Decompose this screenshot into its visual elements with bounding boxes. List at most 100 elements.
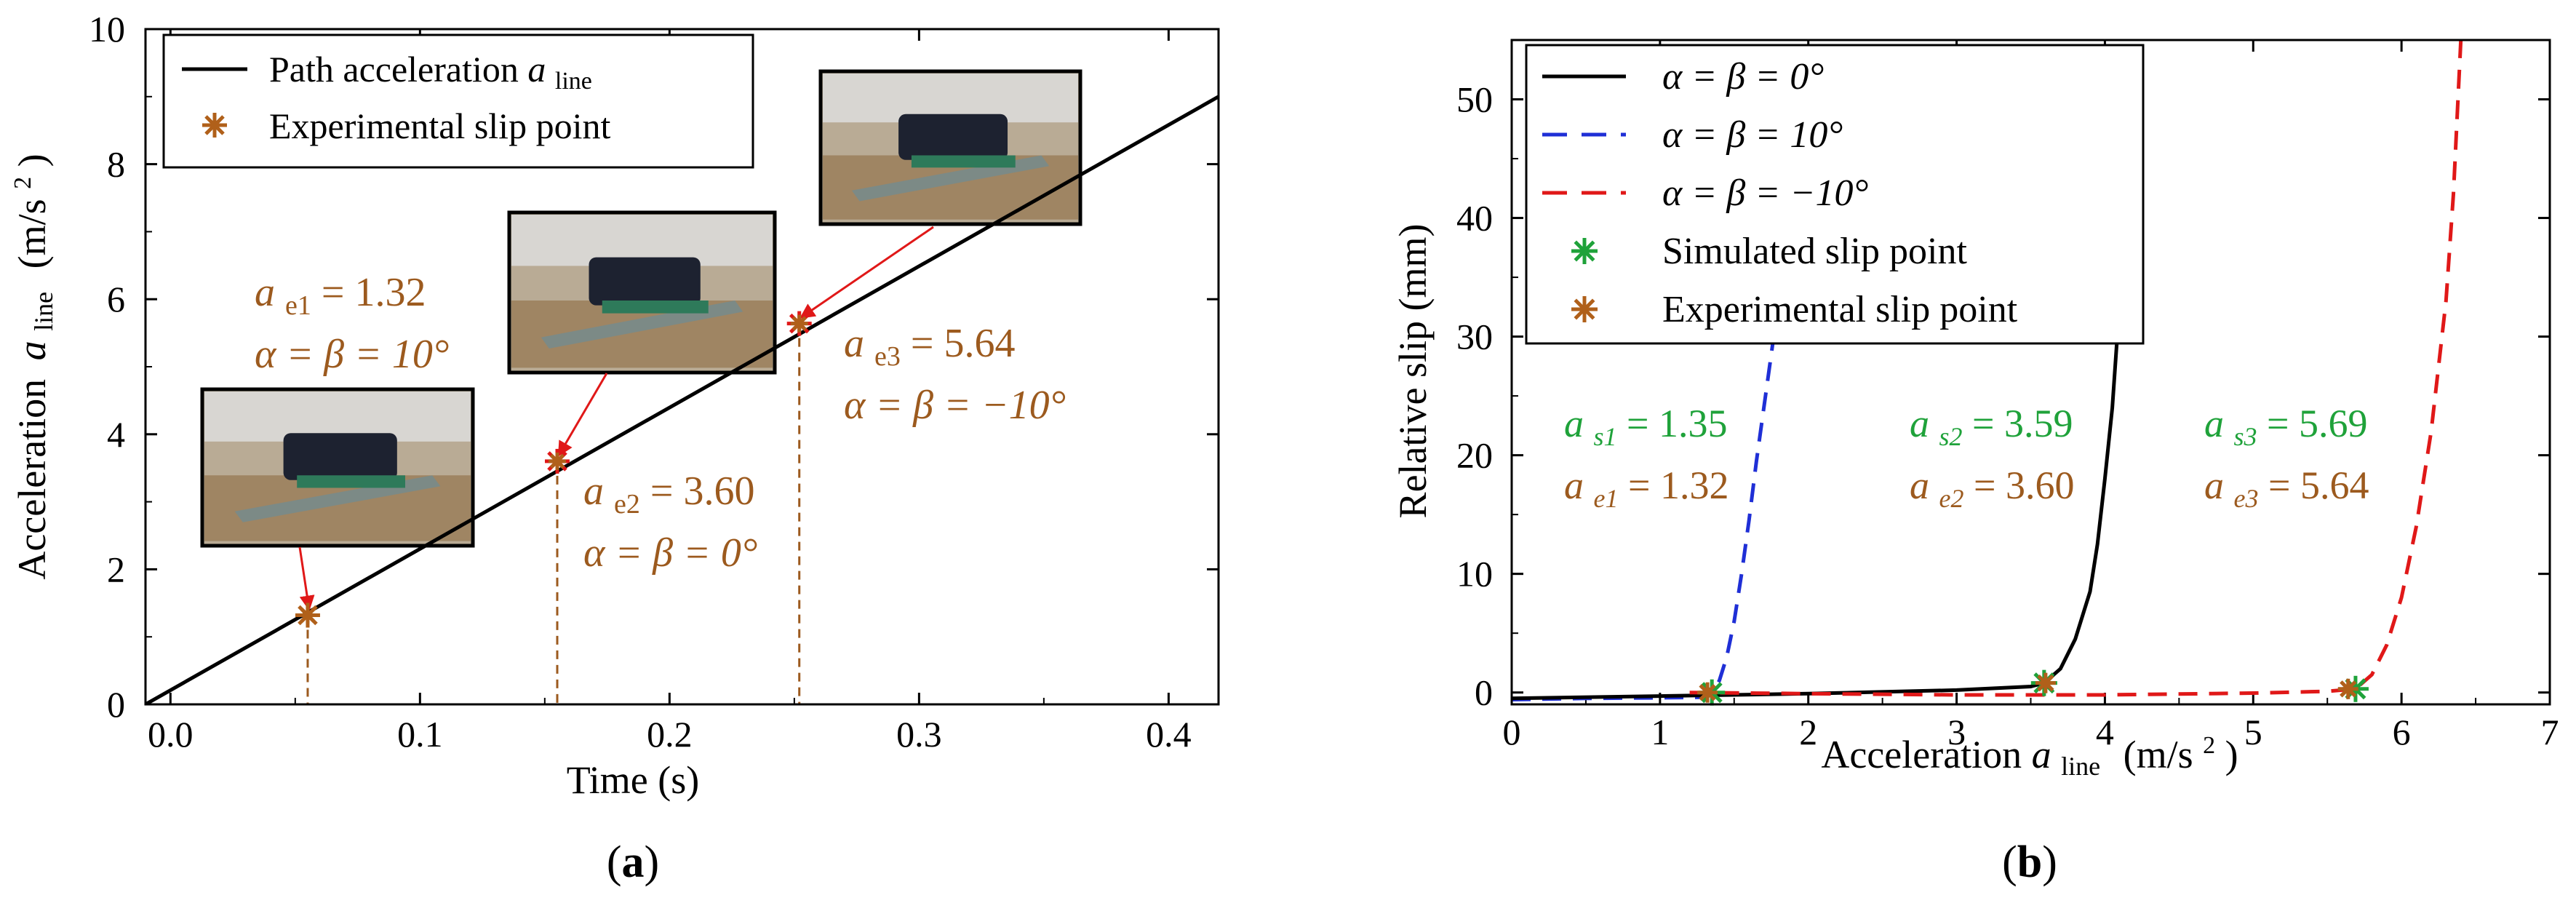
legend-entry-path: Path acceleration a line [269, 49, 592, 95]
y-axis-label-main: Acceleration [10, 379, 54, 580]
annotation-2-line2: α = β = 0° [583, 530, 757, 576]
series-path-acceleration [145, 95, 1219, 704]
y-axis-label-unit-sup: 2 [9, 177, 36, 189]
legend-entry-path-label: Path acceleration [269, 49, 527, 89]
annotation-b-3-sim-var: a [2204, 402, 2224, 445]
experimental-slip-point [2337, 678, 2358, 699]
annotation-b-3-sim: a s3 = 5.69 [2204, 402, 2367, 454]
panel-label-b-letter: b [2017, 838, 2042, 887]
x-tick-label: 6 [2393, 712, 2411, 752]
series-layer-b [1512, 40, 2463, 701]
legend-frame-b [1525, 44, 2145, 345]
photo-belt [602, 301, 709, 314]
annotation-2-var: a [583, 469, 604, 514]
annotation-b-2-exp-var: a [1910, 464, 1929, 507]
slip-arrow [799, 226, 934, 319]
annotation-slip-3: a e3 = 5.64 α = β = −10° [844, 321, 1066, 428]
legend-star-stroke [204, 115, 225, 135]
x-axis-label-b-var: a [2032, 733, 2051, 776]
annotation-3-var: a [844, 321, 864, 366]
annotation-b-1-sim: a s1 = 1.35 [1564, 402, 1727, 454]
experimental-slip-point-stroke [2037, 674, 2054, 692]
x-axis-label-b-sub: line [2061, 752, 2100, 781]
experimental-slip-point [2035, 672, 2056, 693]
slip-point-star-inner [548, 452, 566, 470]
slip-point-star-inner-stroke [300, 608, 316, 623]
legend-b-entry-2: α = β = −10° [1662, 172, 1868, 214]
legend-b-entry-0: α = β = 0° [1662, 56, 1824, 98]
annotation-3-value: = 5.64 [911, 321, 1016, 366]
annotation-slip-1: a e1 = 1.32 α = β = 10° [255, 270, 449, 377]
y-tick-label: 30 [1456, 317, 1493, 357]
marks-layer-b [1697, 669, 2369, 706]
legend-b-entry-1: α = β = 10° [1662, 114, 1843, 156]
photo-suitcase [898, 114, 1008, 160]
x-tick-labels: 0.0 0.1 0.2 0.3 0.4 [148, 714, 1192, 755]
y-tick-label: 0 [107, 684, 125, 725]
x-tick-label: 0 [1503, 712, 1521, 752]
y-tick-label: 0 [1475, 672, 1493, 713]
annotation-3-line1: a e3 = 5.64 [844, 321, 1015, 375]
photo-tilt-10 [200, 387, 475, 548]
legend-star-brown [1571, 296, 1598, 322]
annotation-2-value: = 3.60 [650, 469, 755, 514]
annotation-b-1-sim-sub: s1 [1594, 422, 1617, 451]
slip-point-star-inner-stroke [791, 316, 807, 331]
y-tick-label: 40 [1456, 198, 1493, 239]
marks-layer [295, 226, 934, 704]
photo-layer [200, 69, 1082, 548]
panel-b: 0 1 2 3 4 5 6 7 0 10 20 30 40 50 Acceleration a line… [1391, 39, 2559, 887]
legend-b-entry-4: Experimental slip point [1662, 289, 2018, 330]
annotation-b-2-exp-value: = 3.60 [1974, 464, 2074, 507]
y-tick-label: 10 [89, 9, 125, 49]
x-tick-label: 0.2 [647, 714, 693, 755]
y-tick-label: 20 [1456, 435, 1493, 476]
annotation-b-3-exp-sub: e3 [2234, 484, 2259, 513]
legend-star-green-stroke [1574, 240, 1595, 262]
x-axis-label-b-unit-sup: 2 [2203, 732, 2215, 759]
y-tick-label: 50 [1456, 79, 1493, 120]
legend-star-green [1571, 238, 1598, 264]
series-line-1 [1512, 301, 2122, 701]
legend-star [202, 113, 227, 138]
x-axis-label-b: Acceleration a line (m/s 2 ) [1821, 718, 2238, 784]
y-axis-label-b: Relative slip (mm) [1391, 224, 1435, 519]
y-tick-label: 10 [1456, 554, 1493, 594]
experimental-slip-point-stroke [1699, 684, 1716, 701]
legend-frame [162, 33, 754, 169]
x-tick-label: 4 [2096, 712, 2114, 752]
plot-frame-a [144, 28, 1220, 706]
annotation-2-line1: a e2 = 3.60 [583, 469, 754, 522]
y-axis-label-sub: line [29, 292, 58, 331]
photo-tilt-0 [507, 210, 777, 375]
x-axis-label: Time (s) [567, 758, 700, 802]
x-tick-label: 2 [1799, 712, 1817, 752]
photo-belt [911, 155, 1016, 168]
annotation-b-2-sim-var: a [1910, 402, 1929, 445]
annotation-b-1-exp-sub: e1 [1594, 484, 1619, 513]
y-tick-label: 6 [107, 279, 125, 319]
photo-suitcase [283, 433, 397, 480]
legend-b: α = β = 0° α = β = 10° α = β = −10° Simu… [1525, 44, 2145, 345]
x-tick-label: 5 [2244, 712, 2262, 752]
y-axis-label-var: a [10, 341, 54, 360]
x-tick-label: 0.0 [148, 714, 194, 755]
x-tick-label: 0.1 [397, 714, 443, 755]
y-axis-label-unit-close: ) [10, 154, 54, 167]
annotation-b-1: a s1 = 1.35 a e1 = 1.32 [1564, 402, 1728, 513]
legend-entry-slip: Experimental slip point [269, 106, 610, 146]
slip-point-star-inner [298, 606, 316, 624]
slip-arrow [557, 373, 608, 457]
y-axis-label-unit: (m/s [10, 199, 54, 268]
slip-arrow [298, 546, 315, 611]
legend-entry-path-sub: line [555, 68, 592, 95]
legend-a: Path acceleration a line Experimental sl… [162, 33, 754, 169]
annotation-b-2-exp: a e2 = 3.60 [1910, 464, 2074, 516]
x-tick-label: 0.4 [1146, 714, 1192, 755]
x-tick-label: 1 [1651, 712, 1669, 752]
annotation-1-line2: α = β = 10° [255, 332, 449, 377]
panel-label-a: (a) [607, 838, 659, 887]
x-axis-label-b-unit-close: ) [2225, 733, 2238, 776]
slip-point-star-inner [790, 314, 808, 333]
photo-tilt-minus-10 [818, 69, 1082, 226]
